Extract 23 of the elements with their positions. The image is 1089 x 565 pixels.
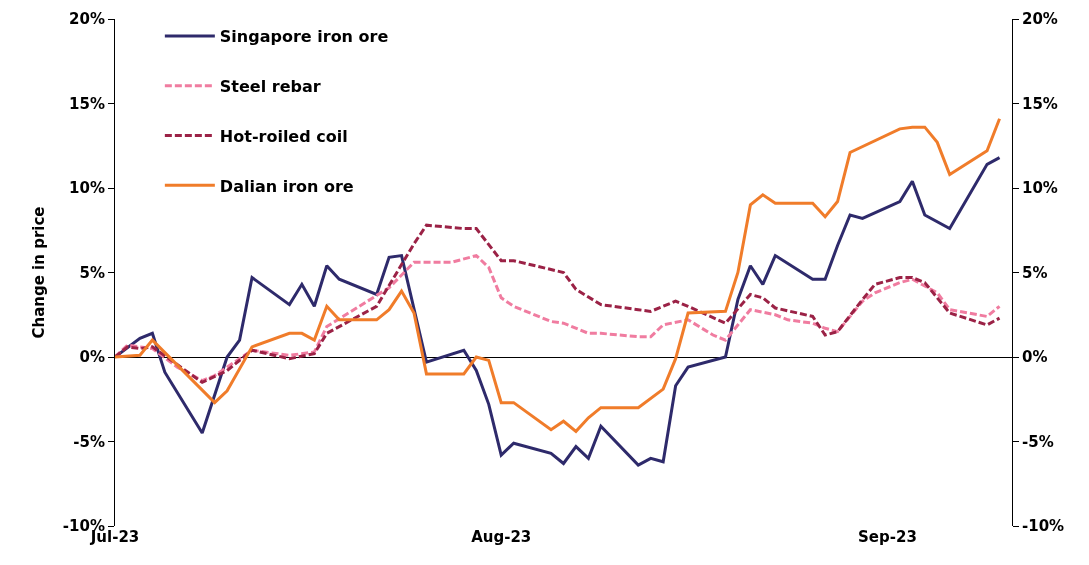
y2-tick-label: 20% bbox=[1022, 10, 1058, 29]
y-tick-label: 15% bbox=[69, 94, 105, 113]
legend-label: Hot-roiled coil bbox=[219, 126, 348, 146]
line-series bbox=[115, 223, 1002, 384]
x-tick-label: Sep-23 bbox=[858, 528, 917, 546]
y2-tick-label: 10% bbox=[1022, 179, 1058, 198]
y-tick-label: 20% bbox=[69, 10, 105, 29]
y-tick-label: -5% bbox=[73, 432, 105, 451]
y2-tick-label: 0% bbox=[1022, 348, 1048, 367]
x-tick-label: Aug-23 bbox=[471, 528, 532, 546]
y2-tick-label: 15% bbox=[1022, 94, 1058, 113]
line-series bbox=[115, 254, 1002, 383]
y-tick-label: 0% bbox=[79, 348, 105, 367]
y2-tick-label: -10% bbox=[1022, 517, 1065, 536]
line-series bbox=[115, 117, 1002, 433]
legend-label: Singapore iron ore bbox=[219, 27, 389, 47]
y-axis-title: Change in price bbox=[30, 206, 49, 339]
y2-tick-label: -5% bbox=[1022, 432, 1054, 451]
y2-tick-label: 5% bbox=[1022, 263, 1048, 282]
legend-label: Steel rebar bbox=[219, 76, 321, 96]
y-tick-label: 10% bbox=[69, 179, 105, 198]
legend-label: Dalian iron ore bbox=[219, 176, 354, 196]
y-tick-label: 5% bbox=[79, 263, 105, 282]
